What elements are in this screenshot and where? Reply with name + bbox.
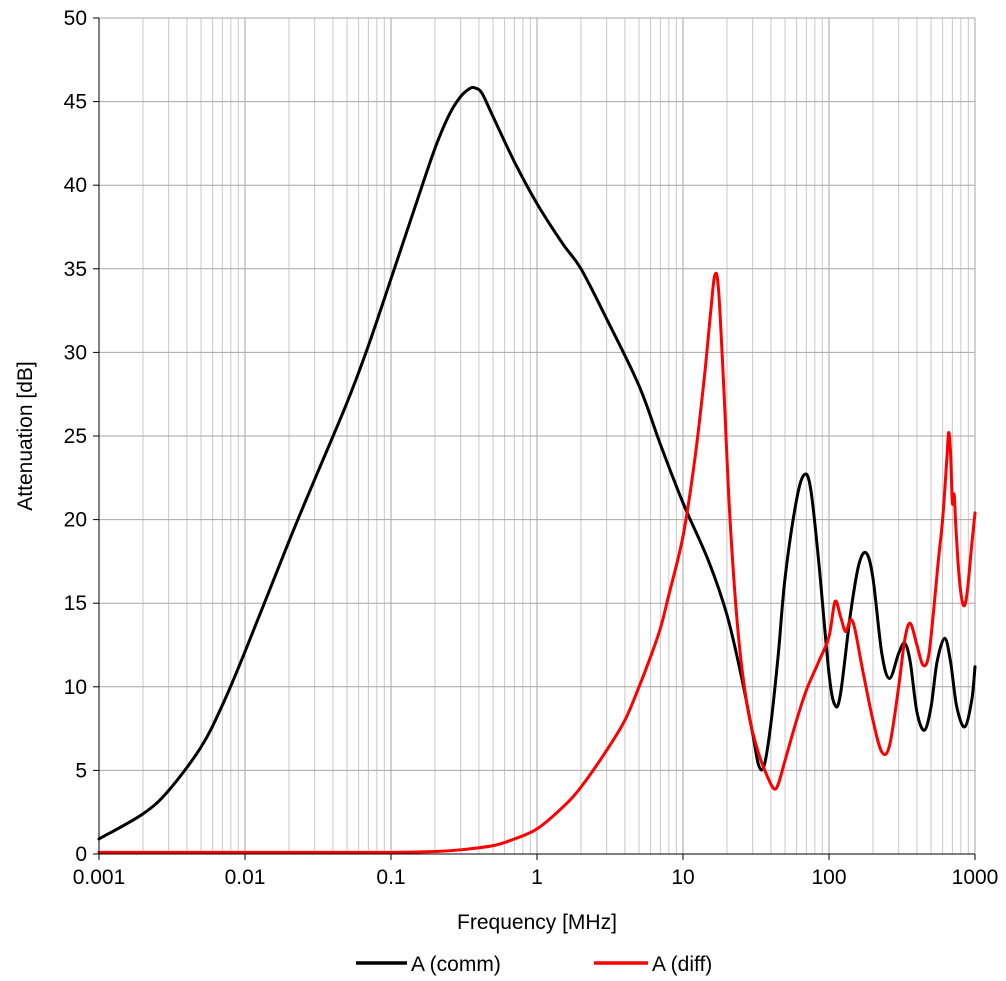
y-tick-label: 0: [75, 843, 87, 866]
x-tick-label: 10: [671, 866, 694, 889]
x-tick-label: 0.01: [225, 866, 266, 889]
y-tick-label: 5: [75, 759, 87, 782]
y-axis-title: Attenuation [dB]: [14, 361, 37, 510]
x-tick-label: 0.001: [73, 866, 126, 889]
y-tick-labels: 0 5 10 15 20 25 30 35 40 45 50: [64, 7, 87, 866]
axes: [93, 17, 976, 860]
legend-item-comm: A (comm): [356, 953, 501, 976]
major-gridlines: [98, 17, 976, 855]
y-tick-label: 25: [64, 425, 87, 448]
series-line-diff: [97, 271, 977, 854]
legend: A (comm) A (diff): [356, 953, 712, 976]
legend-label: A (comm): [411, 953, 501, 976]
plot-series: [97, 85, 977, 854]
x-tick-label: 0.1: [376, 866, 405, 889]
x-tick-label: 1000: [952, 866, 999, 889]
y-tick-label: 10: [64, 676, 87, 699]
y-tick-label: 45: [64, 91, 87, 114]
x-tick-labels: 0.001 0.01 0.1 1 10 100 1000: [73, 866, 999, 889]
legend-label: A (diff): [652, 953, 712, 976]
y-tick-label: 30: [64, 341, 87, 364]
y-tick-label: 15: [64, 592, 87, 615]
x-tick-label: 1: [531, 866, 543, 889]
legend-item-diff: A (diff): [594, 953, 712, 976]
y-tick-label: 20: [64, 509, 87, 532]
y-tick-label: 40: [64, 174, 87, 197]
x-tick-label: 100: [811, 866, 846, 889]
y-tick-label: 35: [64, 258, 87, 281]
series-line-comm: [97, 85, 977, 841]
x-axis-title: Frequency [MHz]: [457, 911, 617, 934]
y-tick-label: 50: [64, 7, 87, 30]
